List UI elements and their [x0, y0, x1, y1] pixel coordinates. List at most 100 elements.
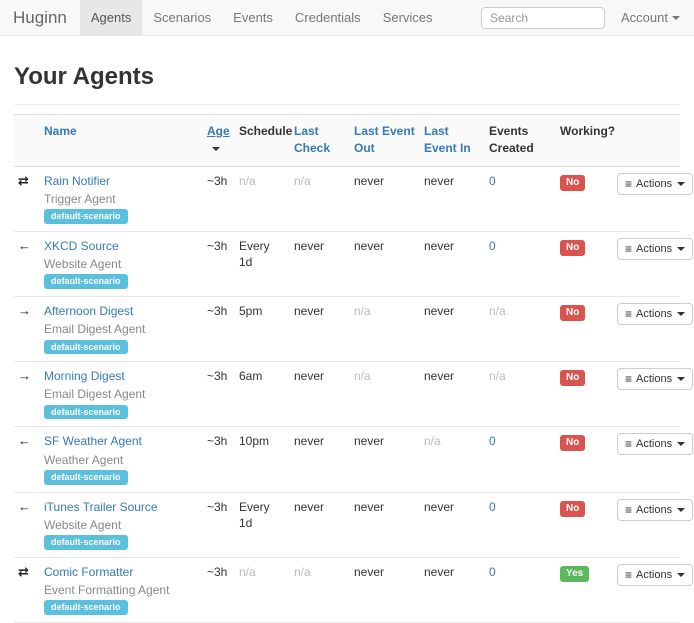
- nav-item-credentials[interactable]: Credentials: [294, 10, 361, 25]
- events-created-link[interactable]: 0: [489, 434, 496, 449]
- scenario-badge[interactable]: default-scenario: [44, 339, 128, 355]
- events-created-header: Events Created: [485, 114, 556, 167]
- brand-link[interactable]: Huginn: [13, 7, 67, 27]
- events-created-cell: n/a: [485, 361, 556, 428]
- nav-item-scenarios[interactable]: Scenarios: [153, 10, 212, 25]
- transfer-icon: [18, 564, 29, 579]
- table-row: Rain Notifier Trigger Agent default-scen…: [14, 166, 694, 232]
- agents-table: Name Age Schedule Last Check Last Event …: [14, 114, 694, 623]
- actions-column-header: [613, 114, 680, 167]
- list-icon: ≡: [625, 241, 633, 256]
- agent-type-label: Weather Agent: [44, 452, 124, 467]
- last-event-out-cell: never: [350, 426, 420, 493]
- working-header: Working?: [556, 114, 615, 167]
- arrow-right-icon: [18, 368, 31, 383]
- schedule-cell: n/a: [235, 166, 290, 232]
- scenario-badge[interactable]: default-scenario: [44, 469, 128, 485]
- caret-down-icon: [677, 181, 686, 186]
- last-event-out-cell: never: [350, 557, 420, 623]
- agent-name-link[interactable]: SF Weather Agent: [44, 434, 142, 449]
- arrow-left-icon: [18, 499, 31, 514]
- sort-last-check-header[interactable]: Last Check: [294, 124, 331, 156]
- agent-name-link[interactable]: XKCD Source: [44, 238, 119, 253]
- last-event-in-cell: never: [420, 231, 485, 298]
- agent-type-label: Email Digest Agent: [44, 322, 146, 337]
- events-created-link[interactable]: 0: [489, 564, 496, 579]
- table-row: Afternoon Digest Email Digest Agent defa…: [14, 296, 694, 363]
- main-content: Your Agents Name Age Schedule Last Check…: [14, 63, 694, 623]
- working-badge: No: [560, 370, 586, 387]
- agent-name-link[interactable]: Afternoon Digest: [44, 304, 134, 319]
- caret-down-icon: [677, 572, 686, 577]
- account-menu[interactable]: Account: [605, 10, 694, 25]
- last-event-out-cell: never: [350, 166, 420, 232]
- actions-button[interactable]: ≡ Actions: [617, 303, 694, 326]
- scenario-badge[interactable]: default-scenario: [44, 209, 128, 224]
- actions-button[interactable]: ≡ Actions: [617, 172, 694, 195]
- nav-item-events[interactable]: Events: [233, 10, 273, 25]
- last-event-in-cell: never: [420, 166, 485, 232]
- schedule-cell: 5pm: [235, 296, 290, 363]
- last-check-cell: never: [290, 231, 350, 298]
- last-event-in-cell: n/a: [420, 426, 485, 493]
- agent-type-label: Event Formatting Agent: [44, 583, 170, 597]
- last-event-out-cell: n/a: [350, 361, 420, 428]
- last-check-cell: n/a: [290, 166, 350, 232]
- table-row: XKCD Source Website Agent default-scenar…: [14, 231, 694, 298]
- list-icon: ≡: [625, 307, 633, 322]
- agent-type-label: Trigger Agent: [44, 191, 116, 206]
- caret-down-icon: [677, 442, 686, 447]
- last-check-cell: n/a: [290, 557, 350, 623]
- nav-item-agents[interactable]: Agents: [79, 0, 143, 35]
- list-icon: ≡: [625, 437, 633, 452]
- last-event-in-cell: never: [420, 296, 485, 363]
- agent-name-link[interactable]: Comic Formatter: [44, 564, 134, 579]
- caret-down-icon: [677, 377, 686, 382]
- agent-name-link[interactable]: Morning Digest: [44, 369, 125, 384]
- sort-last-event-out-header[interactable]: Last Event Out: [354, 124, 415, 156]
- scenario-badge[interactable]: default-scenario: [44, 404, 128, 420]
- sort-name-header[interactable]: Name: [44, 124, 77, 138]
- list-icon: ≡: [625, 502, 633, 517]
- events-created-link[interactable]: 0: [489, 238, 496, 253]
- last-event-in-cell: never: [420, 557, 485, 623]
- last-event-out-cell: never: [350, 231, 420, 298]
- caret-down-icon: [677, 312, 686, 317]
- age-cell: ~3h: [203, 166, 235, 232]
- caret-down-icon: [677, 507, 686, 512]
- schedule-header: Schedule: [235, 114, 292, 167]
- sort-last-event-in-header[interactable]: Last Event In: [424, 124, 471, 156]
- agent-type-label: Website Agent: [44, 257, 122, 272]
- age-cell: ~3h: [203, 231, 235, 298]
- working-badge: Yes: [560, 565, 590, 582]
- last-check-cell: never: [290, 426, 350, 493]
- caret-down-icon: [677, 246, 686, 251]
- last-check-cell: never: [290, 361, 350, 428]
- navbar: Huginn Agents Scenarios Events Credentia…: [0, 0, 694, 36]
- scenario-badge[interactable]: default-scenario: [44, 535, 128, 550]
- actions-button[interactable]: ≡ Actions: [617, 368, 694, 391]
- schedule-cell: Every 1d: [235, 231, 290, 298]
- list-icon: ≡: [625, 176, 633, 191]
- age-cell: ~3h: [203, 557, 235, 623]
- actions-button[interactable]: ≡ Actions: [617, 563, 694, 586]
- actions-button[interactable]: ≡ Actions: [617, 433, 694, 456]
- table-row: SF Weather Agent Weather Agent default-s…: [14, 426, 694, 493]
- working-badge: No: [560, 174, 586, 191]
- last-check-cell: never: [290, 296, 350, 363]
- main-nav: Agents Scenarios Events Credentials Serv…: [79, 0, 444, 35]
- scenario-badge[interactable]: default-scenario: [44, 600, 128, 615]
- nav-item-services[interactable]: Services: [382, 10, 433, 25]
- last-event-out-cell: n/a: [350, 296, 420, 363]
- list-icon: ≡: [625, 372, 633, 387]
- actions-button[interactable]: ≡ Actions: [617, 237, 694, 260]
- working-badge: No: [560, 239, 586, 256]
- search-input[interactable]: [481, 6, 606, 29]
- events-created-link[interactable]: 0: [489, 173, 496, 188]
- scenario-badge[interactable]: default-scenario: [44, 274, 128, 290]
- agent-name-link[interactable]: Rain Notifier: [44, 173, 111, 188]
- agent-type-label: Email Digest Agent: [44, 387, 146, 402]
- sort-age-header[interactable]: Age: [207, 124, 230, 138]
- schedule-cell: 10pm: [235, 426, 290, 493]
- table-row: Morning Digest Email Digest Agent defaul…: [14, 361, 694, 428]
